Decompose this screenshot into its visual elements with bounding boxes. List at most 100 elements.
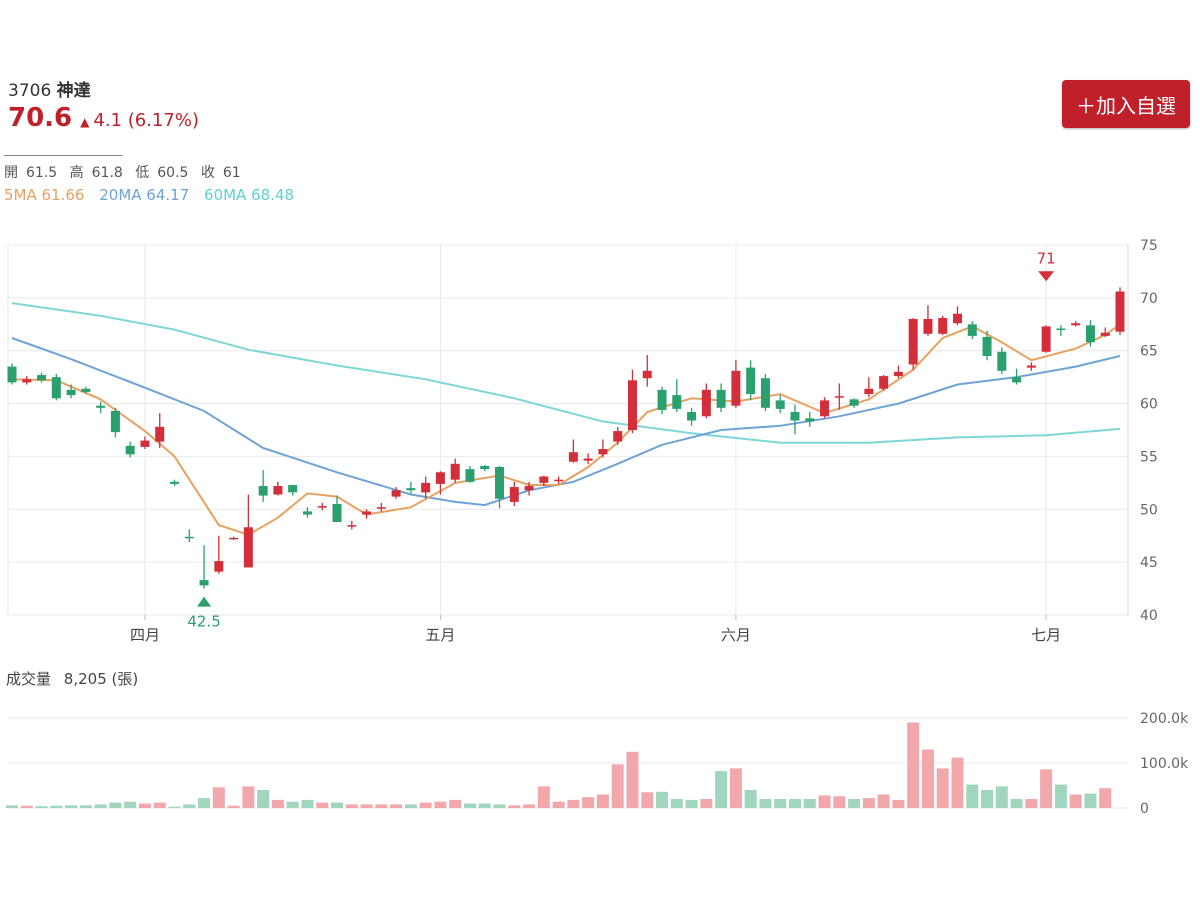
volume-bar (700, 799, 713, 808)
candle-body (1056, 328, 1066, 331)
candle (1012, 368, 1022, 385)
candle (376, 502, 386, 512)
candle-body (627, 380, 637, 430)
ma60-line (11, 302, 1121, 444)
ma20-legend: 20MA 64.17 (99, 186, 190, 204)
volume-bar (685, 799, 698, 808)
candle-body (790, 412, 800, 421)
candle (258, 470, 268, 502)
candle (613, 426, 623, 445)
volume-bar (434, 801, 447, 808)
month-label: 七月 (1031, 626, 1061, 644)
candle (1071, 321, 1081, 327)
candle-body (51, 377, 61, 399)
volume-bar (1084, 793, 1097, 808)
price-tick-label: 75 (1140, 238, 1158, 254)
volume-bar (803, 799, 816, 808)
candle-body (495, 467, 505, 499)
candle-body (170, 481, 180, 484)
candle (480, 464, 490, 472)
price-tick-label: 65 (1140, 344, 1158, 360)
candle-body (1012, 377, 1022, 383)
volume-bar (567, 799, 580, 808)
partially-hidden-date-line: ▁▁▁▁▁▁▁▁▁▁▁ (4, 146, 123, 156)
high-label: 高 (69, 165, 84, 181)
candle-body (982, 336, 992, 356)
candle (170, 479, 180, 487)
candle (627, 369, 637, 434)
candle-body (967, 324, 977, 336)
candle-body (317, 506, 327, 508)
candle (864, 377, 874, 398)
ma20-line (11, 337, 1121, 507)
candle-body (509, 487, 519, 502)
volume-bar (242, 786, 255, 808)
volume-bar (981, 790, 994, 808)
candle (923, 305, 933, 336)
volume-bar (833, 796, 846, 808)
candle-body (110, 410, 120, 433)
candle (1115, 287, 1125, 335)
volume-bar (1099, 788, 1112, 808)
high-marker-icon (1038, 271, 1055, 282)
candle-body (450, 463, 460, 480)
candle-body (125, 445, 135, 455)
volume-bar (79, 805, 92, 808)
volume-bar (596, 794, 609, 808)
volume-bar (1040, 769, 1053, 808)
candle-body (362, 511, 372, 515)
volume-bar (656, 791, 669, 808)
candle-body (997, 351, 1007, 371)
candle-body (524, 486, 534, 491)
candle (820, 397, 830, 419)
candle (967, 321, 977, 340)
volume-bar (463, 803, 476, 808)
candle (849, 398, 859, 408)
candle-body (938, 317, 948, 334)
candle-body (952, 313, 962, 324)
candle (657, 386, 667, 415)
candle (598, 439, 608, 458)
volume-bar (271, 799, 284, 808)
candle-body (376, 507, 386, 509)
candle (243, 494, 253, 568)
price-tick-label: 70 (1140, 291, 1158, 307)
candle (672, 379, 682, 413)
candle (199, 545, 209, 589)
candle (214, 535, 224, 574)
volume-bar (921, 749, 934, 808)
candle (450, 458, 460, 483)
volume-bar (227, 805, 240, 808)
candle (1100, 327, 1110, 337)
volume-bar (1054, 784, 1067, 808)
add-to-watchlist-button[interactable]: ＋加入自選 (1062, 80, 1190, 128)
candle (938, 315, 948, 335)
volume-bar (198, 798, 211, 808)
ma60-legend: 60MA 68.48 (204, 186, 295, 204)
volume-bar (6, 805, 18, 808)
price-change: ▲ 4.1 (6.17%) (80, 110, 199, 131)
month-label: 四月 (130, 626, 160, 644)
up-triangle-icon: ▲ (80, 115, 90, 129)
candle (893, 365, 903, 379)
price-tick-label: 40 (1140, 608, 1158, 624)
ohlc-info: 開 61.5 高 61.8 低 60.5 收 61 (4, 162, 249, 182)
candle (1085, 320, 1095, 347)
candle-body (746, 367, 756, 395)
candle-body (7, 366, 17, 383)
candle (879, 375, 889, 391)
candle-body (1100, 332, 1110, 336)
volume-bar (774, 799, 787, 808)
volume-bar (715, 771, 728, 808)
candle (37, 372, 47, 383)
volume-bar (744, 790, 757, 808)
candle-body (760, 378, 770, 408)
price-tick-label: 50 (1140, 502, 1158, 518)
price-change-value: 4.1 (6.17%) (93, 110, 199, 131)
stock-header: 3706 神達 70.6 ▲ 4.1 (6.17%) (8, 76, 199, 133)
volume-bar (331, 802, 344, 808)
volume-bar (301, 799, 314, 808)
month-label: 六月 (721, 626, 751, 644)
volume-bar (168, 806, 181, 808)
